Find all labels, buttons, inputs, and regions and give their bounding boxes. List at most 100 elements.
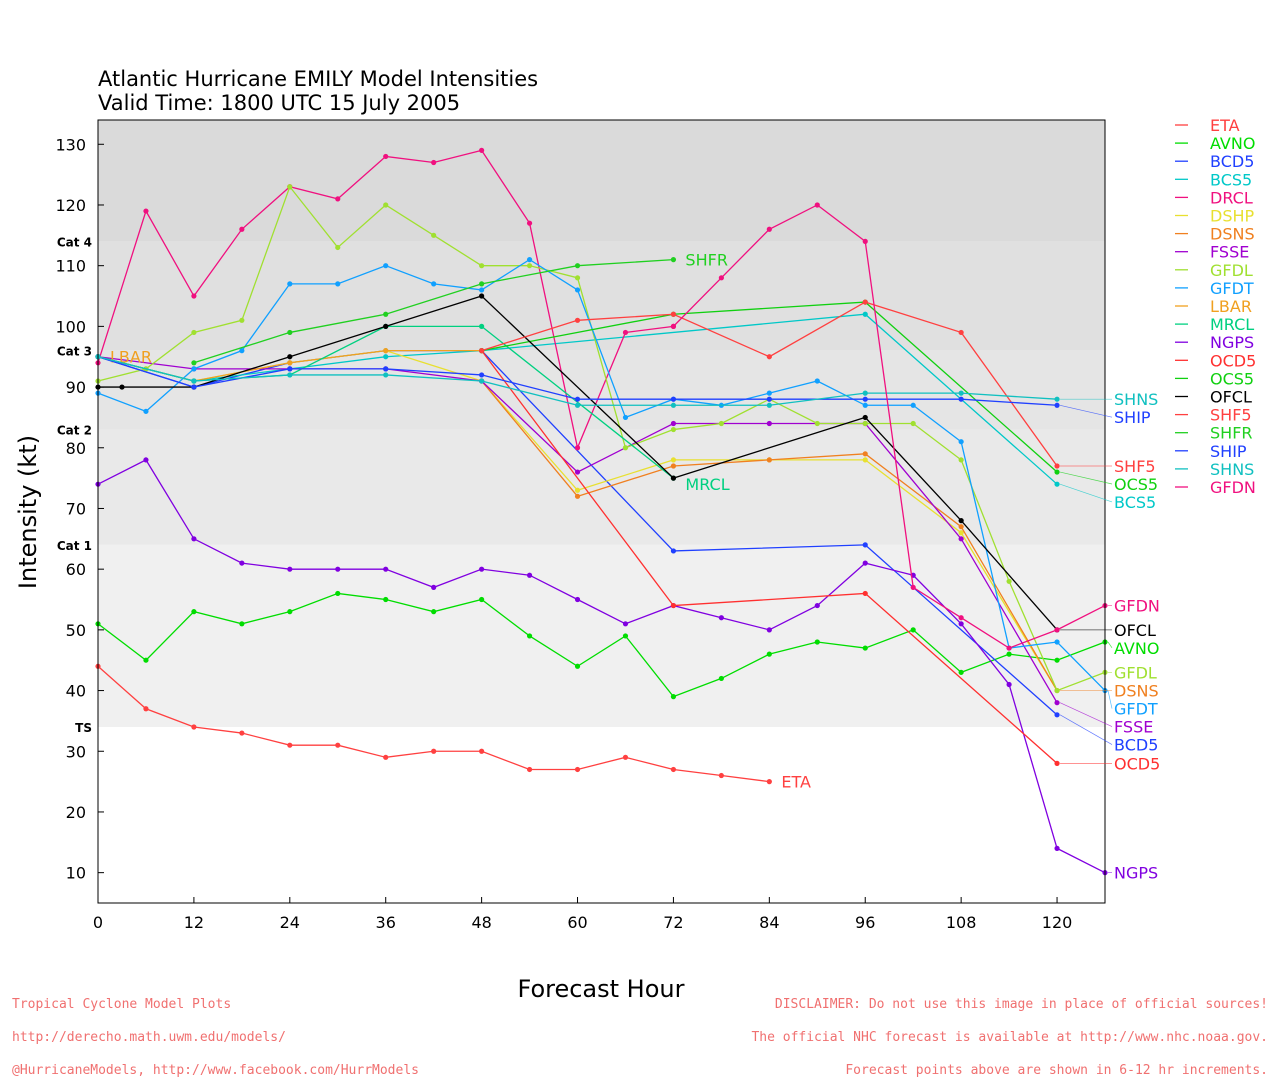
data-point	[766, 390, 772, 396]
disclaimer-line: The official NHC forecast is available a…	[751, 1030, 1268, 1045]
legend-label: NGPS	[1210, 333, 1254, 352]
data-point	[383, 596, 389, 603]
legend-label: OFCL	[1210, 388, 1252, 407]
data-point	[526, 263, 533, 269]
series-end-label: SHFR	[685, 251, 728, 270]
data-point	[335, 281, 341, 287]
data-point	[670, 694, 677, 700]
legend-label: GFDL	[1210, 261, 1253, 280]
data-point	[958, 329, 964, 336]
label-leader-line	[1059, 404, 1113, 418]
data-point	[479, 378, 485, 384]
y-axis-label: Intensity (kt)	[14, 435, 42, 589]
data-point	[766, 651, 772, 657]
data-point	[191, 360, 197, 366]
data-point	[766, 396, 772, 402]
data-point	[574, 445, 581, 451]
data-point	[670, 396, 677, 402]
data-point	[718, 675, 724, 682]
data-point	[814, 202, 820, 208]
x-tick-label: 36	[376, 913, 396, 932]
data-point	[670, 257, 677, 263]
category-band	[98, 429, 1105, 545]
series-gfdt	[95, 257, 1108, 694]
series-end-label: ETA	[781, 773, 811, 792]
category-band	[98, 120, 1105, 242]
x-axis-label: Forecast Hour	[518, 975, 685, 1003]
data-point	[383, 263, 389, 269]
data-point	[431, 748, 437, 754]
data-point	[718, 275, 724, 281]
data-point	[383, 372, 389, 378]
data-point	[574, 263, 581, 269]
series-shfr: SHFR	[191, 251, 728, 366]
data-point	[1054, 396, 1060, 402]
series-end-label: SHNS	[1114, 390, 1158, 409]
series-end-label: AVNO	[1114, 639, 1159, 658]
series-ngps	[95, 457, 1108, 876]
footer-right: DISCLAIMER: Do not use this image in pla…	[751, 977, 1268, 1087]
data-point	[766, 627, 772, 633]
data-point	[335, 244, 341, 251]
series-end-label: FSSE	[1114, 718, 1153, 737]
data-point	[574, 596, 581, 603]
data-point	[814, 602, 820, 609]
data-point	[431, 609, 437, 615]
data-point	[622, 414, 629, 421]
data-point	[1054, 469, 1060, 475]
data-point	[574, 287, 581, 293]
data-point	[958, 536, 964, 542]
y-tick-label: 120	[55, 196, 86, 215]
y-tick-label: 90	[66, 378, 86, 397]
legend-label: GFDT	[1210, 279, 1254, 298]
series-line	[97, 185, 1106, 692]
legend-label: BCS5	[1210, 170, 1252, 189]
legend-label: BCD5	[1210, 152, 1254, 171]
data-point	[287, 366, 293, 372]
data-point	[862, 396, 868, 402]
data-point	[1054, 639, 1060, 645]
data-point	[335, 196, 341, 202]
data-point	[191, 384, 197, 390]
data-point	[862, 451, 868, 457]
data-point	[191, 724, 197, 730]
y-tick-label: 130	[55, 135, 86, 154]
x-tick-label: 24	[280, 913, 300, 932]
data-point	[383, 566, 389, 572]
label-leader-line	[1107, 690, 1113, 709]
data-point	[766, 779, 772, 785]
y-tick-label: 30	[66, 742, 86, 761]
series-eta: ETA	[95, 663, 811, 792]
data-point	[1054, 657, 1060, 663]
series-shns	[95, 354, 1060, 408]
data-point	[479, 147, 485, 153]
data-point	[862, 402, 868, 408]
data-point	[958, 396, 964, 402]
category-label: Cat 2	[57, 424, 92, 438]
data-point	[143, 457, 149, 463]
data-point	[862, 560, 868, 566]
data-point	[1054, 760, 1060, 766]
data-point	[431, 159, 437, 166]
data-point	[287, 354, 293, 360]
data-point	[479, 281, 485, 287]
series-line	[481, 301, 1058, 473]
data-point	[431, 281, 437, 287]
data-point	[287, 609, 293, 615]
series-end-label: SHIP	[1114, 408, 1151, 427]
data-point	[670, 426, 677, 433]
data-point	[670, 323, 677, 329]
y-tick-label: 110	[55, 257, 86, 276]
data-point	[622, 633, 629, 639]
data-point	[574, 402, 581, 408]
data-point	[287, 742, 293, 748]
data-point	[1006, 578, 1012, 584]
data-point	[287, 281, 293, 287]
data-point	[958, 518, 964, 524]
series-end-label: NGPS	[1114, 864, 1158, 883]
y-tick-label: 70	[66, 499, 86, 518]
data-point	[862, 420, 868, 427]
data-point	[574, 469, 581, 475]
data-point	[287, 184, 293, 190]
data-point	[958, 615, 964, 621]
